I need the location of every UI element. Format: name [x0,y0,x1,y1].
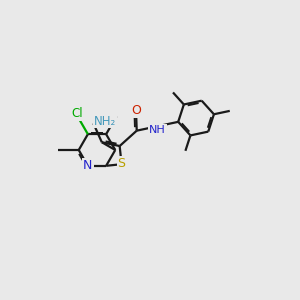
Text: Cl: Cl [71,107,82,120]
Text: NH₂: NH₂ [94,115,116,128]
Text: NH: NH [149,125,166,135]
Text: O: O [131,104,141,117]
Text: N: N [83,159,93,172]
Text: S: S [118,157,126,170]
